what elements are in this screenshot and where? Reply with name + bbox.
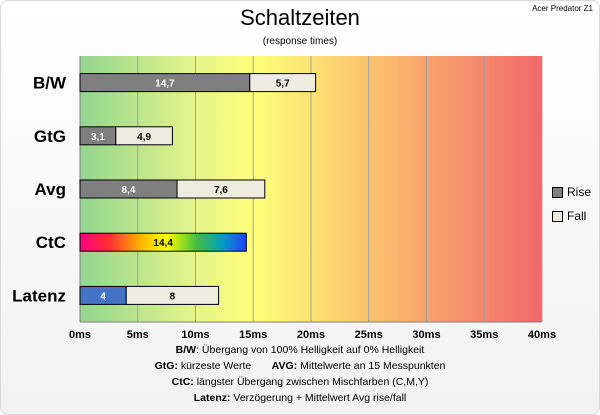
category-label-1: GtG [34, 127, 66, 146]
bar-fall-2 [176, 179, 266, 199]
chart-title: Schaltzeiten [240, 5, 360, 30]
x-tick-label-1: 5ms [127, 329, 149, 341]
data-label-rise-1: 3,1 [91, 132, 105, 143]
x-tick-label-8: 40ms [528, 329, 556, 341]
legend: Rise Fall [552, 180, 591, 228]
note-gtg-avg: GtG: kürzeste Werte AVG: Mittelwerte an … [154, 360, 446, 372]
note-latenz: Latenz: Verzögerung + Mittelwert Avg ris… [193, 392, 407, 404]
data-label-latenz-1: 8 [170, 291, 176, 302]
x-tick-label-0: 0ms [69, 329, 91, 341]
legend-label-fall: Fall [567, 209, 587, 223]
x-tick-label-5: 25ms [355, 329, 383, 341]
category-label-4: Latenz [12, 286, 66, 305]
data-label-fall-0: 5,7 [276, 79, 290, 90]
data-label-rise-2: 8,4 [122, 185, 136, 196]
bar-ctc-3 [79, 232, 247, 252]
data-label-latenz-0: 4 [100, 291, 106, 302]
x-tick-label-7: 35ms [470, 329, 498, 341]
note-ctc: CtC: längster Übergang zwischen Mischfar… [171, 376, 429, 388]
footnotes: B/W: Übergang von 100% Helligkeit auf 0%… [0, 342, 600, 406]
x-tick-label-4: 20ms [297, 329, 325, 341]
legend-label-rise: Rise [567, 185, 592, 199]
bar-fall-0 [249, 73, 317, 93]
monitor-label: Acer Predator Z1 [532, 4, 593, 13]
bar-latenz-segment-1 [125, 285, 220, 305]
category-label-2: Avg [35, 180, 67, 199]
legend-swatch-fall [552, 210, 563, 222]
legend-item-rise: Rise [552, 180, 591, 204]
category-label-3: CtC [36, 233, 66, 252]
data-label-rise-0: 14,7 [155, 79, 175, 90]
category-label-0: B/W [33, 74, 67, 93]
data-label-ctc-3: 14,4 [153, 238, 173, 249]
legend-item-fall: Fall [552, 204, 591, 228]
note-bw: B/W: Übergang von 100% Helligkeit auf 0%… [175, 344, 425, 356]
bar-fall-1 [115, 126, 173, 146]
x-tick-label-6: 30ms [412, 329, 440, 341]
legend-swatch-rise [552, 186, 563, 198]
data-label-fall-1: 4,9 [137, 132, 151, 143]
x-tick-label-3: 15ms [239, 329, 267, 341]
data-label-fall-2: 7,6 [214, 185, 228, 196]
chart-subtitle: (response times) [262, 36, 338, 47]
x-tick-label-2: 10ms [181, 329, 209, 341]
